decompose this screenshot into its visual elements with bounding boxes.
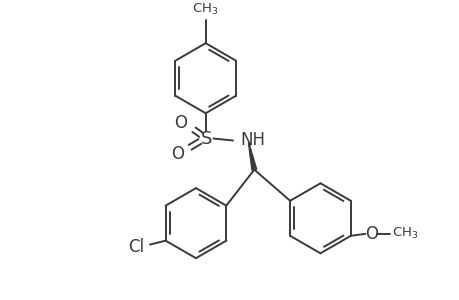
- Text: CH$_3$: CH$_3$: [192, 2, 218, 17]
- Text: NH: NH: [240, 131, 265, 149]
- Text: O: O: [364, 225, 377, 243]
- Text: O: O: [171, 145, 184, 163]
- Text: S: S: [201, 130, 212, 148]
- Text: CH$_3$: CH$_3$: [391, 226, 417, 242]
- Polygon shape: [248, 142, 256, 170]
- Text: O: O: [174, 114, 186, 132]
- Text: Cl: Cl: [128, 238, 144, 256]
